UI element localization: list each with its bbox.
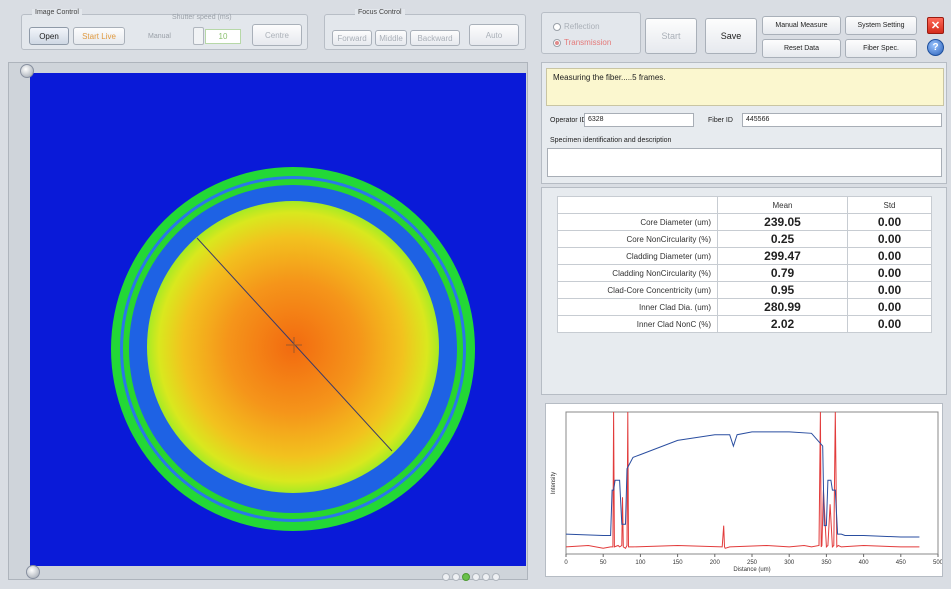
- row-label: Core NonCircularity (%): [557, 230, 718, 248]
- table-row: Cladding Diameter (um) 299.47 0.00: [557, 247, 932, 265]
- fiber-image[interactable]: [30, 73, 526, 566]
- centre-button[interactable]: Centre: [252, 24, 302, 46]
- table-row: Inner Clad Dia. (um) 280.99 0.00: [557, 298, 932, 316]
- start-button[interactable]: Start: [645, 18, 697, 54]
- open-button[interactable]: Open: [29, 27, 69, 45]
- close-icon[interactable]: ✕: [927, 17, 944, 34]
- fiber-id-label: Fiber ID: [708, 117, 733, 124]
- row-std: 0.00: [847, 264, 932, 282]
- shutter-speed-label: Shutter speed (ms): [172, 14, 232, 21]
- x-tick-label: 50: [600, 560, 607, 566]
- reflection-label: Reflection: [564, 22, 600, 31]
- pager-dot[interactable]: [482, 573, 490, 581]
- pager-dot[interactable]: [492, 573, 500, 581]
- row-mean: 0.79: [717, 264, 848, 282]
- row-label: Inner Clad NonC (%): [557, 315, 718, 333]
- x-tick-label: 450: [896, 560, 907, 566]
- backward-button[interactable]: Backward: [410, 30, 460, 46]
- shutter-speed-value[interactable]: 10: [205, 29, 241, 44]
- table-row: Inner Clad NonC (%) 2.02 0.00: [557, 315, 932, 333]
- mode-group: [541, 12, 641, 54]
- table-row: Core Diameter (um) 239.05 0.00: [557, 213, 932, 231]
- intensity-profile-chart: 0 50 100 150 200 250 300 350 400 450 500 Distance (…: [551, 411, 944, 573]
- manual-measure-button[interactable]: Manual Measure: [762, 16, 841, 35]
- row-std: 0.00: [847, 281, 932, 299]
- row-mean: 0.25: [717, 230, 848, 248]
- reset-data-button[interactable]: Reset Data: [762, 39, 841, 58]
- system-setting-button[interactable]: System Setting: [845, 16, 917, 35]
- x-tick-label: 100: [635, 560, 646, 566]
- fiber-spec-button[interactable]: Fiber Spec.: [845, 39, 917, 58]
- x-tick-label: 500: [933, 560, 942, 566]
- row-std: 0.00: [847, 230, 932, 248]
- row-mean: 299.47: [717, 247, 848, 265]
- transmission-label: Transmission: [564, 38, 612, 47]
- row-mean: 280.99: [717, 298, 848, 316]
- image-knob-top[interactable]: [20, 64, 34, 78]
- x-tick-label: 0: [564, 560, 568, 566]
- pager-dot[interactable]: [462, 573, 470, 581]
- table-header-row: Mean Std: [557, 196, 932, 214]
- status-message: Measuring the fiber.....5 frames.: [546, 68, 944, 106]
- middle-button[interactable]: Middle: [375, 30, 407, 46]
- x-tick-label: 400: [859, 560, 870, 566]
- start-live-button[interactable]: Start Live: [73, 27, 125, 45]
- transmission-radio[interactable]: Transmission: [553, 38, 611, 47]
- row-label: Cladding Diameter (um): [557, 247, 718, 265]
- row-std: 0.00: [847, 247, 932, 265]
- fiber-id-field[interactable]: 445566: [742, 113, 942, 127]
- operator-id-field[interactable]: 6328: [584, 113, 694, 127]
- row-label: Cladding NonCircularity (%): [557, 264, 718, 282]
- reflection-radio[interactable]: Reflection: [553, 22, 600, 31]
- x-tick-label: 200: [710, 560, 721, 566]
- row-std: 0.00: [847, 315, 932, 333]
- core-region: [147, 201, 439, 493]
- specimen-label: Specimen identification and description: [550, 137, 672, 144]
- row-label: Inner Clad Dia. (um): [557, 298, 718, 316]
- results-table: Mean Std Core Diameter (um) 239.05 0.00 …: [557, 196, 932, 333]
- row-label: Core Diameter (um): [557, 213, 718, 231]
- help-icon[interactable]: ?: [927, 39, 944, 56]
- row-mean: 0.95: [717, 281, 848, 299]
- image-control-title: Image Control: [32, 9, 82, 16]
- x-tick-label: 350: [821, 560, 832, 566]
- image-knob-bottom[interactable]: [26, 565, 40, 579]
- intensity-profile-panel: 0 50 100 150 200 250 300 350 400 450 500 Distance (…: [545, 403, 944, 577]
- table-row: Core NonCircularity (%) 0.25 0.00: [557, 230, 932, 248]
- table-row: Clad-Core Concentricity (um) 0.95 0.00: [557, 281, 932, 299]
- x-axis-label: Distance (um): [733, 567, 770, 573]
- profile-red-line: [565, 411, 920, 550]
- pager-dot[interactable]: [472, 573, 480, 581]
- x-tick-label: 250: [747, 560, 758, 566]
- operator-id-label: Operator ID: [550, 117, 587, 124]
- row-std: 0.00: [847, 213, 932, 231]
- transmission-radio-dot: [553, 38, 561, 47]
- table-row: Cladding NonCircularity (%) 0.79 0.00: [557, 264, 932, 282]
- header-std: Std: [847, 196, 932, 214]
- header-mean: Mean: [717, 196, 848, 214]
- shutter-spinner[interactable]: [193, 27, 204, 45]
- row-mean: 239.05: [717, 213, 848, 231]
- row-mean: 2.02: [717, 315, 848, 333]
- y-axis-label: Intensity: [551, 472, 557, 494]
- specimen-description-field[interactable]: [547, 148, 942, 177]
- reflection-radio-dot: [553, 22, 561, 31]
- x-tick-label: 150: [673, 560, 684, 566]
- pager-dot[interactable]: [452, 573, 460, 581]
- forward-button[interactable]: Forward: [332, 30, 372, 46]
- fiber-end-face-image: [111, 167, 475, 531]
- frame-pager[interactable]: [442, 573, 500, 581]
- row-std: 0.00: [847, 298, 932, 316]
- focus-control-title: Focus Control: [355, 9, 405, 16]
- manual-shutter-label: Manual: [148, 33, 171, 40]
- auto-button[interactable]: Auto: [469, 24, 519, 46]
- header-blank: [557, 196, 718, 214]
- pager-dot[interactable]: [442, 573, 450, 581]
- profile-blue-line: [565, 431, 920, 538]
- save-button[interactable]: Save: [705, 18, 757, 54]
- row-label: Clad-Core Concentricity (um): [557, 281, 718, 299]
- x-tick-label: 300: [784, 560, 795, 566]
